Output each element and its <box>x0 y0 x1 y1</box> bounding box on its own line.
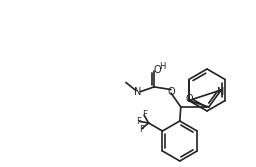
Text: N: N <box>217 87 225 97</box>
Text: F: F <box>142 110 146 119</box>
Text: H: H <box>159 62 165 71</box>
Text: O: O <box>167 87 175 97</box>
Text: O: O <box>185 94 193 104</box>
Text: F: F <box>136 117 141 126</box>
Text: F: F <box>139 125 144 134</box>
Text: N: N <box>134 87 142 97</box>
Text: O: O <box>153 65 161 75</box>
